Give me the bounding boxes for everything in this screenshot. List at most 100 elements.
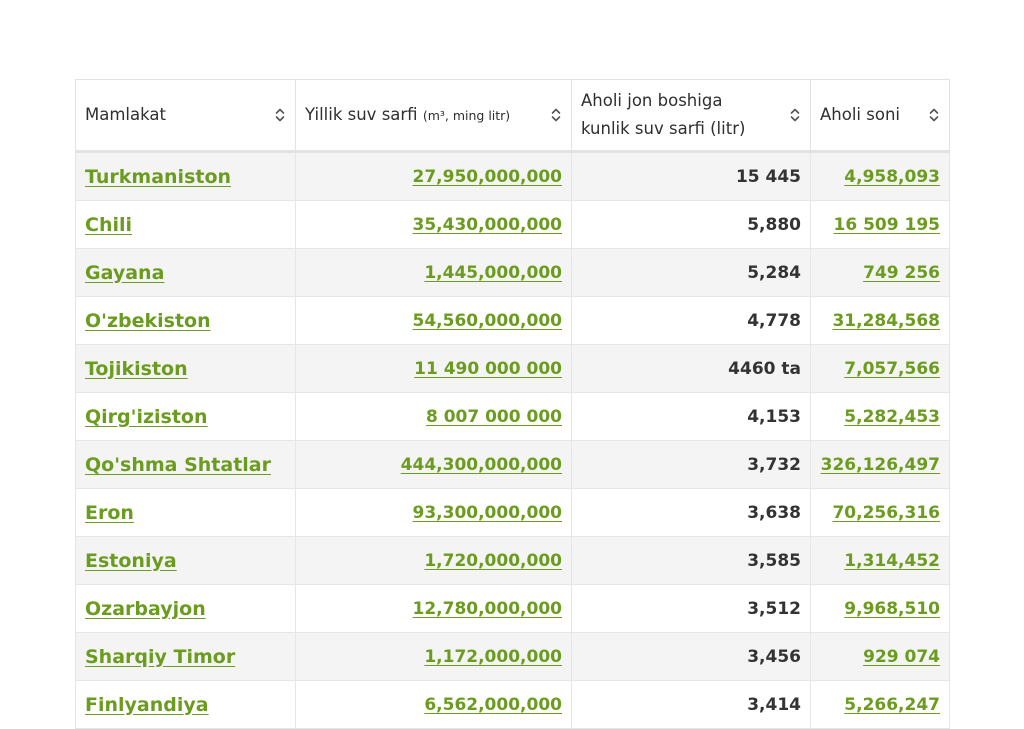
country-link[interactable]: Ozarbayjon xyxy=(85,597,206,620)
column-header-annual-water-unit: (m³, ming litr) xyxy=(422,107,511,123)
cell-annual-water: 8 007 000 000 xyxy=(295,392,572,441)
cell-per-capita: 3,456 xyxy=(571,632,811,681)
cell-country: Turkmaniston xyxy=(75,151,296,201)
column-header-population-label: Aholi soni xyxy=(820,105,900,124)
country-link[interactable]: O'zbekiston xyxy=(85,309,211,332)
cell-annual-water: 12,780,000,000 xyxy=(295,584,572,633)
table-row: Qirg'iziston 8 007 000 000 4,153 5,282,453 xyxy=(75,392,950,441)
cell-country: Finlyandiya xyxy=(75,680,296,729)
table-row: Tojikiston 11 490 000 000 4460 ta 7,057,566 xyxy=(75,344,950,393)
population-link[interactable]: 4,958,093 xyxy=(844,166,940,187)
table-row: Sharqiy Timor 1,172,000,000 3,456 929 074 xyxy=(75,632,950,681)
column-header-annual-water[interactable]: Yillik suv sarfi (m³, ming litr) xyxy=(295,79,572,153)
cell-country: Gayana xyxy=(75,248,296,297)
population-link[interactable]: 1,314,452 xyxy=(844,550,940,571)
population-link[interactable]: 5,266,247 xyxy=(844,694,940,715)
country-link[interactable]: Gayana xyxy=(85,261,165,284)
cell-country: Chili xyxy=(75,200,296,249)
sort-updown-icon[interactable] xyxy=(789,107,801,123)
country-link[interactable]: Qo'shma Shtatlar xyxy=(85,453,271,476)
population-link[interactable]: 9,968,510 xyxy=(844,598,940,619)
table-row: Chili 35,430,000,000 5,880 16 509 195 xyxy=(75,200,950,249)
annual-water-link[interactable]: 93,300,000,000 xyxy=(412,502,563,523)
annual-water-link[interactable]: 12,780,000,000 xyxy=(412,598,563,619)
annual-water-link[interactable]: 27,950,000,000 xyxy=(412,166,563,187)
annual-water-link[interactable]: 11 490 000 000 xyxy=(414,358,562,379)
sort-updown-icon[interactable] xyxy=(274,107,286,123)
annual-water-link[interactable]: 35,430,000,000 xyxy=(412,214,563,235)
annual-water-link[interactable]: 1,445,000,000 xyxy=(424,262,562,283)
table-header-row: Mamlakat Yillik suv sarfi (m³, ming litr… xyxy=(75,79,950,153)
cell-population: 5,282,453 xyxy=(810,392,950,441)
annual-water-link[interactable]: 54,560,000,000 xyxy=(412,310,563,331)
table-row: O'zbekiston 54,560,000,000 4,778 31,284,568 xyxy=(75,296,950,345)
cell-annual-water: 11 490 000 000 xyxy=(295,344,572,393)
population-link[interactable]: 70,256,316 xyxy=(832,502,940,523)
cell-population: 7,057,566 xyxy=(810,344,950,393)
cell-country: Sharqiy Timor xyxy=(75,632,296,681)
table-row: Turkmaniston 27,950,000,000 15 445 4,958,09… xyxy=(75,151,950,201)
population-link[interactable]: 326,126,497 xyxy=(820,454,940,475)
cell-annual-water: 1,445,000,000 xyxy=(295,248,572,297)
country-link[interactable]: Chili xyxy=(85,213,133,236)
table-row: Gayana 1,445,000,000 5,284 749 256 xyxy=(75,248,950,297)
table-row: Finlyandiya 6,562,000,000 3,414 5,266,247 xyxy=(75,680,950,729)
population-link[interactable]: 7,057,566 xyxy=(844,358,940,379)
annual-water-link[interactable]: 1,172,000,000 xyxy=(424,646,562,667)
cell-annual-water: 444,300,000,000 xyxy=(295,440,572,489)
country-link[interactable]: Estoniya xyxy=(85,549,177,572)
cell-per-capita: 3,732 xyxy=(571,440,811,489)
column-header-per-capita[interactable]: Aholi jon boshiga kunlik suv sarfi (litr… xyxy=(571,79,811,153)
column-header-population[interactable]: Aholi soni xyxy=(810,79,950,153)
cell-per-capita: 15 445 xyxy=(571,151,811,201)
cell-per-capita: 4,778 xyxy=(571,296,811,345)
cell-annual-water: 6,562,000,000 xyxy=(295,680,572,729)
cell-population: 749 256 xyxy=(810,248,950,297)
column-header-country[interactable]: Mamlakat xyxy=(75,79,296,153)
cell-annual-water: 27,950,000,000 xyxy=(295,151,572,201)
country-link[interactable]: Qirg'iziston xyxy=(85,405,208,428)
population-link[interactable]: 749 256 xyxy=(863,262,940,283)
cell-annual-water: 1,172,000,000 xyxy=(295,632,572,681)
country-link[interactable]: Finlyandiya xyxy=(85,693,209,716)
cell-per-capita: 3,638 xyxy=(571,488,811,537)
cell-country: Qo'shma Shtatlar xyxy=(75,440,296,489)
sort-updown-icon[interactable] xyxy=(928,107,940,123)
population-link[interactable]: 5,282,453 xyxy=(844,406,940,427)
cell-country: Estoniya xyxy=(75,536,296,585)
table-row: Estoniya 1,720,000,000 3,585 1,314,452 xyxy=(75,536,950,585)
country-link[interactable]: Tojikiston xyxy=(85,357,188,380)
cell-country: Ozarbayjon xyxy=(75,584,296,633)
cell-per-capita: 5,880 xyxy=(571,200,811,249)
population-link[interactable]: 31,284,568 xyxy=(832,310,940,331)
cell-population: 31,284,568 xyxy=(810,296,950,345)
cell-population: 4,958,093 xyxy=(810,151,950,201)
cell-per-capita: 3,414 xyxy=(571,680,811,729)
annual-water-link[interactable]: 1,720,000,000 xyxy=(424,550,562,571)
cell-annual-water: 93,300,000,000 xyxy=(295,488,572,537)
table-row: Qo'shma Shtatlar 444,300,000,000 3,732 326,… xyxy=(75,440,950,489)
sort-updown-icon[interactable] xyxy=(550,107,562,123)
country-link[interactable]: Turkmaniston xyxy=(85,165,232,188)
cell-country: Eron xyxy=(75,488,296,537)
table-row: Ozarbayjon 12,780,000,000 3,512 9,968,510 xyxy=(75,584,950,633)
table-body: Turkmaniston 27,950,000,000 15 445 4,958,09… xyxy=(75,151,950,729)
cell-population: 16 509 195 xyxy=(810,200,950,249)
cell-population: 929 074 xyxy=(810,632,950,681)
cell-annual-water: 35,430,000,000 xyxy=(295,200,572,249)
cell-population: 5,266,247 xyxy=(810,680,950,729)
country-link[interactable]: Sharqiy Timor xyxy=(85,645,236,668)
column-header-per-capita-line2: kunlik suv sarfi (litr) xyxy=(581,119,746,138)
annual-water-link[interactable]: 444,300,000,000 xyxy=(400,454,562,475)
cell-annual-water: 1,720,000,000 xyxy=(295,536,572,585)
cell-population: 70,256,316 xyxy=(810,488,950,537)
annual-water-link[interactable]: 8 007 000 000 xyxy=(425,406,562,427)
country-link[interactable]: Eron xyxy=(85,501,134,524)
cell-annual-water: 54,560,000,000 xyxy=(295,296,572,345)
water-usage-table-container: Mamlakat Yillik suv sarfi (m³, ming litr… xyxy=(75,79,950,729)
cell-population: 326,126,497 xyxy=(810,440,950,489)
cell-per-capita: 4,153 xyxy=(571,392,811,441)
annual-water-link[interactable]: 6,562,000,000 xyxy=(424,694,562,715)
population-link[interactable]: 929 074 xyxy=(863,646,940,667)
population-link[interactable]: 16 509 195 xyxy=(833,214,940,235)
